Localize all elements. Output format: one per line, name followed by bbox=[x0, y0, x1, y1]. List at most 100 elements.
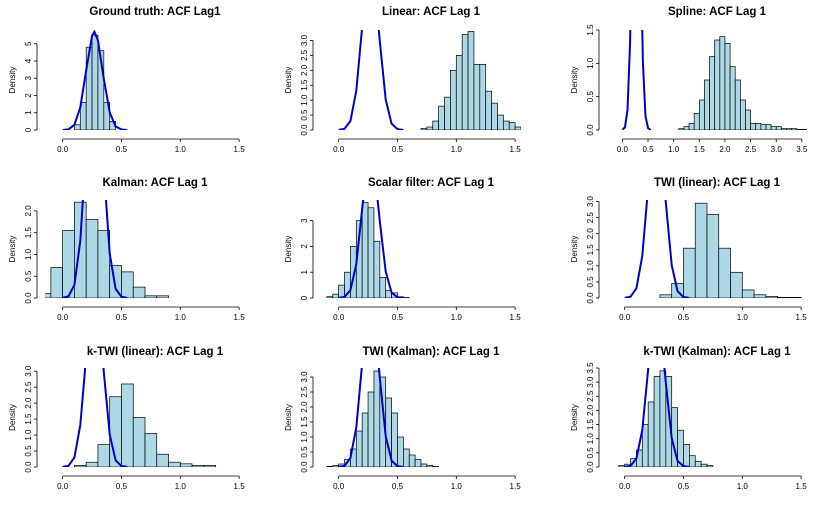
y-tick-label: 1.0 bbox=[24, 248, 33, 260]
y-tick-label: 0.0 bbox=[586, 461, 595, 473]
histogram-bar bbox=[683, 444, 690, 467]
panel-title: TWI (linear): ACF Lag 1 bbox=[654, 177, 781, 189]
panel: Spline: ACF Lag 1 0.0 0.5 1.0 1.5 2.0 2.5 3.0 3.… bbox=[570, 6, 808, 154]
y-tick-label: 4 bbox=[24, 58, 33, 63]
histogram-bar bbox=[338, 284, 345, 298]
histogram-bar bbox=[426, 465, 434, 467]
histogram-bar bbox=[770, 126, 777, 130]
y-tick-label: 3.0 bbox=[300, 371, 309, 383]
histogram-bar bbox=[179, 463, 193, 467]
x-tick-label: 1.0 bbox=[451, 313, 463, 322]
y-tick-label: 0 bbox=[300, 295, 309, 300]
histogram-bar bbox=[191, 465, 205, 467]
histogram-bar bbox=[326, 296, 334, 298]
y-tick-label: 2 bbox=[24, 93, 33, 98]
y-tick-label: 5 bbox=[24, 41, 33, 46]
x-tick-label: 0.0 bbox=[333, 145, 345, 154]
y-tick-label: 1.0 bbox=[24, 429, 33, 441]
plot-area bbox=[621, 30, 807, 130]
x-tick-label: 1.0 bbox=[451, 145, 463, 154]
histogram-bar bbox=[729, 66, 736, 130]
histogram-bar bbox=[156, 453, 169, 467]
x-tick-label: 1.0 bbox=[175, 313, 187, 322]
histogram-bar bbox=[678, 128, 685, 130]
y-tick-label: 2.5 bbox=[300, 386, 309, 398]
x-tick-label: 0.5 bbox=[392, 145, 404, 154]
y-axis-label: Density bbox=[8, 236, 17, 263]
histogram-bar bbox=[332, 293, 339, 298]
histogram-bar bbox=[485, 90, 492, 130]
histogram-bar bbox=[714, 39, 721, 130]
plot-area bbox=[62, 368, 216, 467]
y-tick-label: 0.5 bbox=[24, 445, 33, 457]
plot-area bbox=[618, 368, 714, 467]
y-tick-label: 3.0 bbox=[586, 376, 595, 388]
panel-title: k-TWI (Kalman): ACF Lag 1 bbox=[643, 346, 791, 358]
panel-title: Scalar filter: ACF Lag 1 bbox=[368, 177, 495, 189]
histogram-bar bbox=[647, 401, 655, 467]
x-tick-label: 1.5 bbox=[510, 482, 522, 491]
histogram-bar bbox=[775, 126, 782, 130]
histogram-bar bbox=[391, 412, 398, 467]
histogram-bar bbox=[203, 465, 216, 467]
histogram-bar bbox=[641, 424, 649, 467]
histogram-bar bbox=[403, 297, 410, 298]
histogram-bar bbox=[361, 202, 369, 298]
panel: TWI (Kalman): ACF Lag 1 0.0 0.5 1.0 1.5 0.0 0.… bbox=[284, 346, 522, 491]
histogram-bar bbox=[144, 295, 158, 298]
plot-area bbox=[338, 30, 521, 130]
histogram-bar bbox=[730, 271, 743, 298]
panel: Ground truth: ACF Lag1 0.0 0.5 1.0 1.5 0 1 2 3 4 5… bbox=[8, 6, 245, 154]
x-tick-label: 1.0 bbox=[737, 482, 749, 491]
y-axis-label: Density bbox=[284, 67, 293, 94]
y-tick-label: 2.0 bbox=[300, 64, 309, 76]
y-tick-label: 1.0 bbox=[300, 431, 309, 443]
y-axis-label: Density bbox=[570, 404, 579, 431]
y-axis-label: Density bbox=[8, 67, 17, 94]
y-tick-label: 0.0 bbox=[300, 461, 309, 473]
plot-area bbox=[45, 200, 169, 298]
histogram-bar bbox=[144, 433, 158, 467]
y-tick-label: 2.0 bbox=[24, 397, 33, 409]
y-tick-label: 0.0 bbox=[24, 292, 33, 304]
histogram-bar bbox=[85, 461, 99, 467]
histogram-bar bbox=[700, 463, 708, 467]
histogram-bar bbox=[755, 122, 762, 130]
y-tick-label: 3.0 bbox=[24, 365, 33, 377]
density-curve bbox=[624, 200, 690, 298]
histogram-bar bbox=[791, 128, 798, 130]
y-axis-label: Density bbox=[284, 236, 293, 263]
histogram-bar bbox=[379, 277, 387, 298]
histogram-bar bbox=[91, 34, 99, 130]
y-tick-label: 3.0 bbox=[300, 34, 309, 46]
x-tick-label: 1.5 bbox=[796, 313, 808, 322]
y-tick-label: 1.0 bbox=[586, 57, 595, 69]
histogram-bar bbox=[745, 109, 751, 130]
y-tick-label: 2 bbox=[300, 244, 309, 249]
histogram-bar bbox=[97, 50, 105, 130]
panel: k-TWI (Kalman): ACF Lag 1 0.0 0.5 1.0 1.5 0.0… bbox=[570, 346, 807, 491]
y-tick-label: 2.0 bbox=[300, 401, 309, 413]
x-tick-label: 1.5 bbox=[694, 145, 706, 154]
histogram-bar bbox=[719, 36, 726, 130]
x-tick-label: 1.5 bbox=[510, 145, 522, 154]
x-tick-label: 0.5 bbox=[116, 145, 128, 154]
x-tick-label: 1.0 bbox=[737, 313, 749, 322]
histogram-bar bbox=[74, 201, 87, 298]
histogram-bar bbox=[156, 295, 169, 298]
histogram-bar bbox=[765, 124, 772, 130]
y-tick-label: 1.5 bbox=[586, 24, 595, 36]
y-axis-label: Density bbox=[8, 404, 17, 431]
histogram-bar bbox=[132, 286, 146, 298]
histogram-bar bbox=[367, 391, 375, 467]
density-curve bbox=[621, 30, 652, 130]
y-tick-label: 0.5 bbox=[300, 446, 309, 458]
histogram-bar bbox=[765, 296, 778, 298]
y-tick-label: 2.0 bbox=[586, 228, 595, 240]
histogram-bar bbox=[397, 436, 404, 467]
panel: TWI (linear): ACF Lag 1 0.0 0.5 1.0 1.5 0.0 0.… bbox=[570, 177, 808, 322]
histogram-bar bbox=[455, 55, 463, 130]
panel-title: Spline: ACF Lag 1 bbox=[668, 6, 767, 18]
x-tick-label: 0.0 bbox=[57, 145, 69, 154]
histogram-bar bbox=[741, 289, 755, 298]
